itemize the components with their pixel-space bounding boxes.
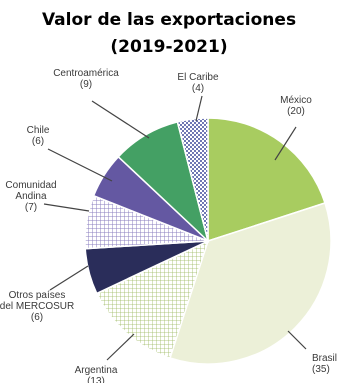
slice-label: El Caribe (4) xyxy=(177,72,219,94)
pie-slice xyxy=(207,117,326,243)
slice-label-line: Comunidad xyxy=(5,180,56,191)
slice-label-line: Brasil xyxy=(312,353,337,364)
slice-label: Centroamérica (9) xyxy=(53,68,119,90)
slice-label-line: (13) xyxy=(87,376,105,383)
pie-slice xyxy=(169,202,332,365)
slice-label-line: Argentina xyxy=(75,365,118,376)
slice-label-line: El Caribe xyxy=(177,72,219,83)
slice-label: Otros países del MERCOSUR (6) xyxy=(0,290,74,323)
slice-label-line: (6) xyxy=(32,136,44,147)
slice-label: Brasil (35) xyxy=(312,353,337,375)
leader-line xyxy=(106,333,135,361)
slice-label: Argentina (13) xyxy=(75,365,118,383)
slice-label-line: (9) xyxy=(80,79,92,90)
leader-line xyxy=(287,330,307,350)
slice-label-line: Andina xyxy=(15,191,47,202)
leader-line xyxy=(91,100,150,139)
leader-line xyxy=(47,148,113,182)
leader-line xyxy=(195,95,203,122)
slice-label-line: México xyxy=(280,95,312,106)
slice-label-line: Chile xyxy=(27,125,50,136)
chart-subtitle: (2019-2021) xyxy=(110,37,228,57)
slice-label-line: Otros países xyxy=(9,290,66,301)
slice-label-line: (7) xyxy=(25,202,37,213)
slice-label-line: (20) xyxy=(287,106,305,117)
slice-label-line: Centroamérica xyxy=(53,68,119,79)
leader-line xyxy=(43,203,90,212)
slice-label: Comunidad Andina (7) xyxy=(5,180,56,213)
leader-line xyxy=(274,126,297,161)
slice-label-line: (4) xyxy=(192,83,204,94)
slice-label: Chile (6) xyxy=(27,125,50,147)
slice-label: México (20) xyxy=(280,95,312,117)
chart-title: Valor de las exportaciones xyxy=(41,10,297,30)
slice-label-line: del MERCOSUR xyxy=(0,301,74,312)
pie-slice xyxy=(176,117,209,242)
slice-label-line: (35) xyxy=(312,364,330,375)
slice-label-line: (6) xyxy=(31,312,43,323)
leader-line xyxy=(49,265,89,291)
pie-slice xyxy=(95,239,210,359)
